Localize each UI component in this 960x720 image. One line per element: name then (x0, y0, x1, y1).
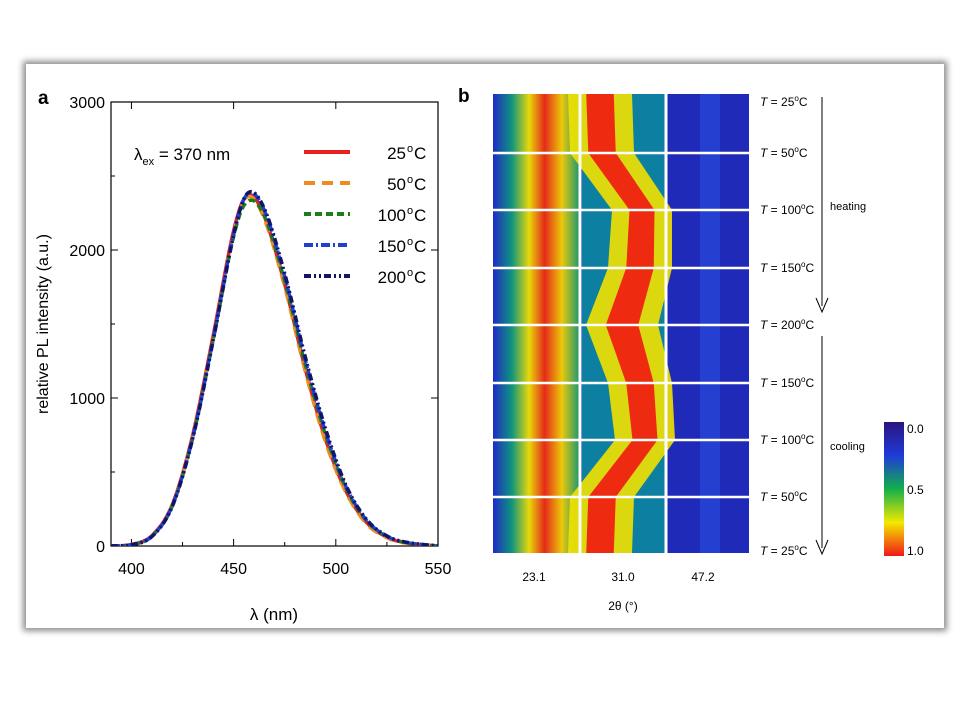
y-tick-label: 1000 (69, 391, 105, 408)
legend-label: 50 (387, 175, 406, 194)
x-tick-label: 500 (322, 561, 349, 578)
temperature-row-label: T = 50oC (760, 489, 808, 504)
legend-unit: C (414, 206, 426, 225)
band-mid-red (605, 268, 654, 325)
heatmap-x-tick-label: 23.1 (522, 570, 546, 584)
panel-b-label: b (458, 86, 470, 107)
y-tick-label: 2000 (69, 243, 105, 260)
band-mid-red (588, 153, 655, 210)
y-tick-label: 3000 (69, 95, 105, 112)
panel-a-y-axis: 0 1000 2000 3000 (69, 95, 438, 556)
panel-a-plot-area (110, 101, 439, 547)
colorbar-tick-0: 0.0 (907, 422, 924, 436)
colorbar-tick-1: 0.5 (907, 483, 924, 497)
legend-unit: C (414, 175, 426, 194)
x-tick-label: 400 (118, 561, 145, 578)
heatmap-x-tick-label: 31.0 (611, 570, 635, 584)
panel-a-y-label: relative PL intensity (a.u.) (35, 234, 52, 414)
pl-curve-150c (111, 190, 438, 546)
band-47-2 (700, 94, 720, 553)
band-mid-red (588, 440, 658, 497)
legend-label: 100 (378, 206, 406, 225)
legend-label: 150 (378, 237, 406, 256)
panel-a-x-label: λ (nm) (250, 605, 298, 624)
legend-unit: C (414, 237, 426, 256)
colorbar-tick-2: 1.0 (907, 544, 924, 558)
band-mid-red (586, 497, 616, 553)
legend-degree: o (407, 205, 413, 217)
legend-unit: C (414, 144, 426, 163)
temperature-labels: T = 25oC T = 50oC T = 100oC T = 150oC T = 20… (760, 94, 815, 558)
colorbar (884, 422, 904, 556)
heating-label: heating (830, 201, 866, 213)
heatmap-x-tick-label: 47.2 (691, 570, 715, 584)
y-tick-label: 0 (96, 539, 105, 556)
temperature-row-label: T = 100oC (760, 202, 815, 217)
temperature-row-label: T = 25oC (760, 543, 808, 558)
pl-curve-200c (111, 189, 438, 546)
band-mid-red (626, 383, 658, 440)
panel-b-x-axis: 23.1 31.0 47.2 (522, 570, 715, 584)
legend-degree: o (407, 174, 413, 186)
heatmap-gridlines (493, 94, 749, 553)
temperature-row-label: T = 150oC (760, 260, 815, 275)
temperature-row-label: T = 25oC (760, 94, 808, 109)
band-mid-red (626, 210, 655, 268)
panel-a-label: a (38, 88, 49, 109)
slide-frame (26, 64, 944, 628)
temperature-row-label: T = 50oC (760, 145, 808, 160)
heating-arrow-head (815, 297, 829, 314)
panel-b-x-label: 2θ (°) (608, 599, 637, 613)
band-mid-red (586, 94, 616, 153)
pl-curve-100c (111, 198, 438, 546)
panel-a-curves (111, 189, 438, 546)
x-tick-label: 450 (220, 561, 247, 578)
temperature-row-label: T = 200oC (760, 317, 815, 332)
legend-degree: o (407, 143, 413, 155)
heatmap (493, 94, 749, 553)
legend-label: 200 (378, 268, 406, 287)
band-23-1 (493, 94, 579, 553)
band-31-0 (568, 94, 675, 553)
legend-unit: C (414, 268, 426, 287)
cooling-label: cooling (830, 441, 865, 453)
legend-label: 25 (387, 144, 406, 163)
panel-a-x-axis: 400 450 500 550 (118, 102, 451, 578)
temperature-row-label: T = 150oC (760, 375, 815, 390)
x-tick-label: 550 (425, 561, 452, 578)
temperature-row-label: T = 100oC (760, 432, 815, 447)
legend-degree: o (407, 267, 413, 279)
legend-degree: o (407, 236, 413, 248)
excitation-annotation: λex = 370 nm (134, 145, 230, 168)
band-mid-red (605, 325, 654, 383)
cooling-arrow-head (815, 539, 829, 556)
